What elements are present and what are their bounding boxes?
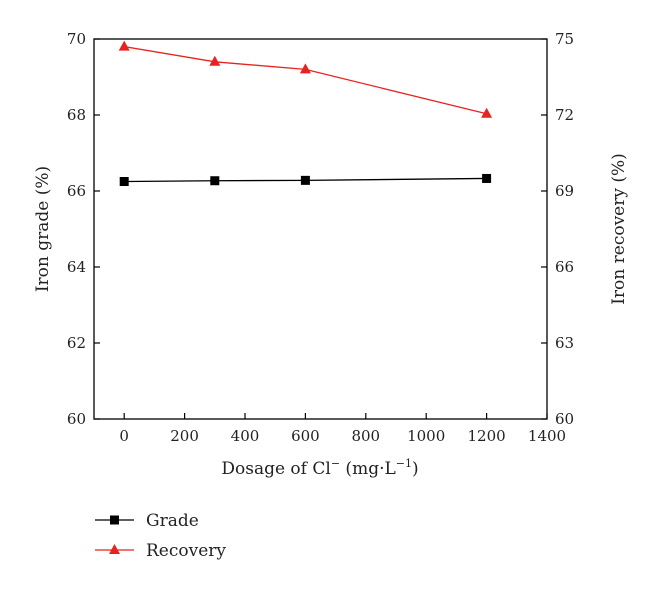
- x-tick-label: 600: [291, 427, 320, 445]
- plot-frame: [93, 38, 548, 420]
- y-left-tick-label: 60: [67, 410, 86, 428]
- y-left-tick-label: 70: [67, 30, 86, 48]
- recovery-data-point: [118, 40, 130, 51]
- y-left-tick-label: 66: [67, 182, 86, 200]
- series-layer: [118, 40, 493, 186]
- axis-ticks: 0 200 400 600 800 1000 1200 1400606264666870606…: [67, 30, 574, 445]
- recovery-data-point: [299, 63, 311, 74]
- legend-grade-label: Grade: [146, 511, 199, 531]
- legend-item-grade: Grade: [95, 511, 199, 531]
- x-tick-label: 1200: [468, 427, 506, 445]
- legend-item-recovery: Recovery: [95, 541, 226, 561]
- x-axis-title: Dosage of Cl− (mg·L−1): [221, 457, 418, 479]
- recovery-data-point: [209, 55, 221, 66]
- legend-recovery-label: Recovery: [146, 541, 226, 561]
- y-left-axis-title: Iron grade (%): [33, 166, 53, 292]
- y-left-tick-label: 62: [67, 334, 86, 352]
- x-tick-label: 800: [351, 427, 380, 445]
- x-tick-label: 0: [119, 427, 129, 445]
- y-right-tick-label: 69: [555, 182, 574, 200]
- y-right-tick-label: 60: [555, 410, 574, 428]
- y-right-tick-label: 72: [555, 106, 574, 124]
- y-right-axis-title: Iron recovery (%): [609, 153, 629, 305]
- grade-data-point: [300, 175, 310, 185]
- x-tick-label: 1400: [528, 427, 566, 445]
- recovery-data-point: [481, 107, 493, 118]
- grade-data-point: [119, 177, 129, 186]
- y-left-tick-label: 68: [67, 106, 86, 124]
- x-tick-label: 200: [170, 427, 199, 445]
- grade-series-line: [124, 177, 487, 183]
- y-right-tick-label: 63: [555, 334, 574, 352]
- grade-data-point: [482, 173, 492, 183]
- y-right-tick-label: 66: [555, 258, 574, 276]
- legend-grade-marker: [110, 515, 119, 525]
- y-right-tick-label: 75: [555, 30, 574, 48]
- y-left-tick-label: 64: [67, 258, 86, 276]
- legend: Grade Recovery: [95, 511, 226, 561]
- recovery-series-line: [124, 45, 487, 115]
- grade-data-point: [210, 176, 220, 186]
- x-tick-label: 400: [231, 427, 260, 445]
- x-tick-label: 1000: [407, 427, 445, 445]
- legend-recovery-marker: [109, 544, 120, 554]
